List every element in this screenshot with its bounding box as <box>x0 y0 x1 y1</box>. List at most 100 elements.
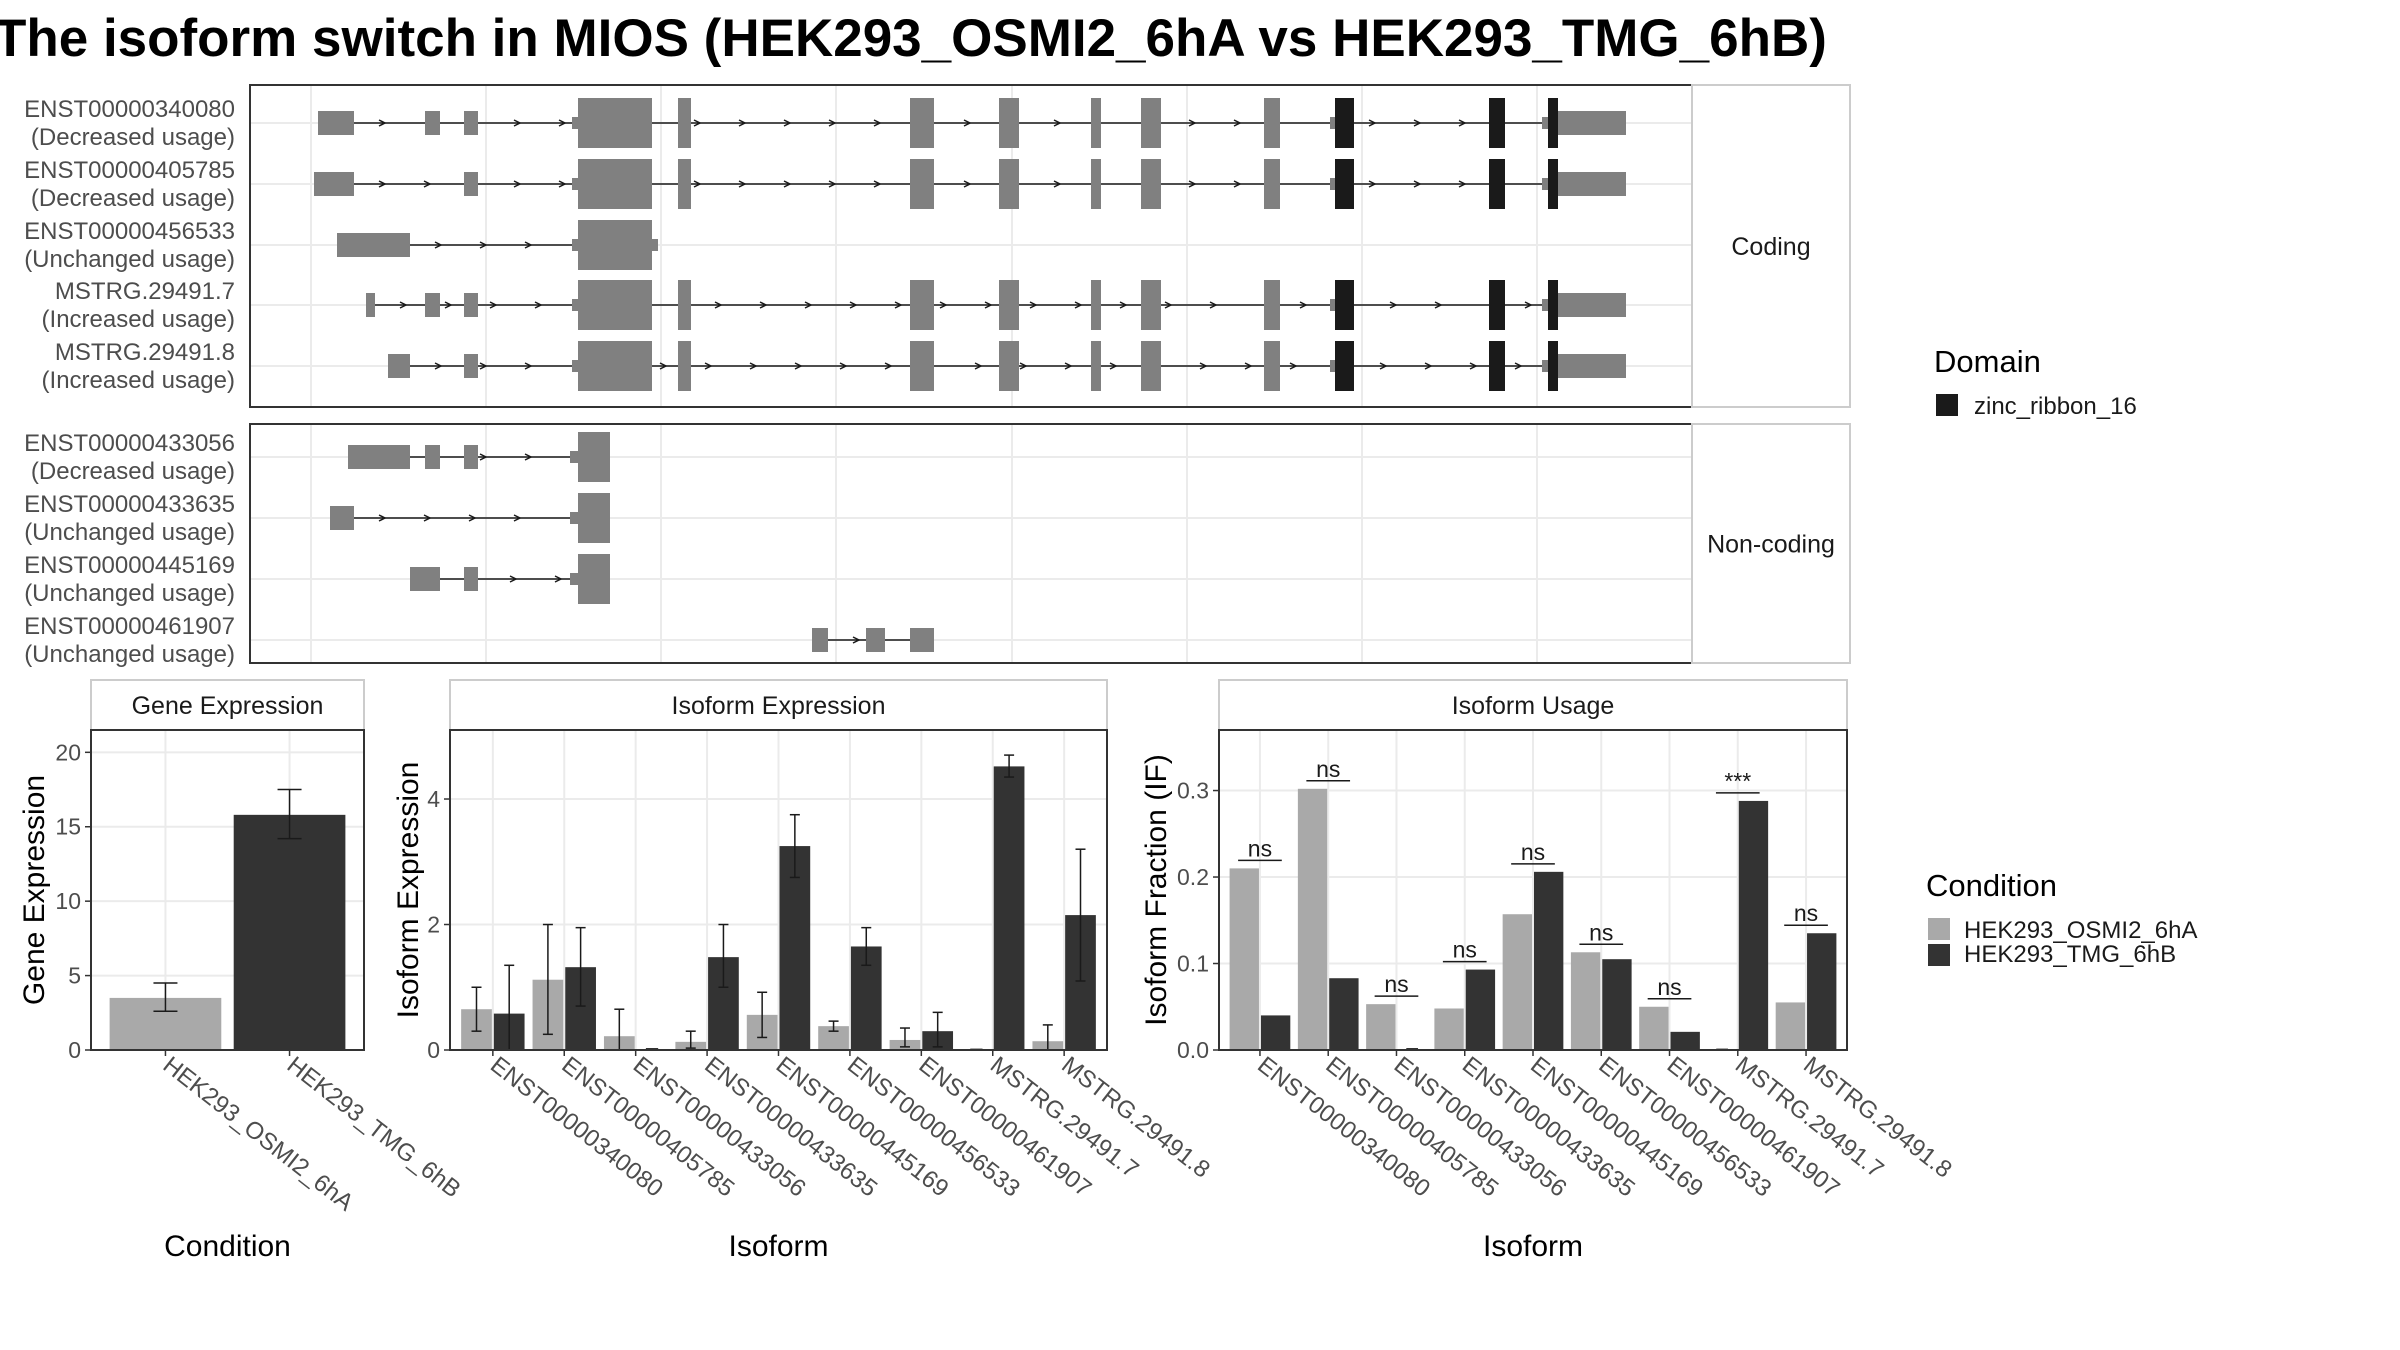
domain-exon <box>1489 341 1505 391</box>
exon-block <box>425 111 440 135</box>
strand-arrow <box>963 119 972 127</box>
domain-exon <box>1335 159 1354 209</box>
significance-label: ns <box>1316 756 1340 782</box>
y-axis-title: Isoform Fraction (IF) <box>1140 754 1173 1026</box>
exon-block <box>1542 299 1548 311</box>
bar <box>1465 969 1496 1050</box>
transcript-usage-label: (Decreased usage) <box>31 185 235 212</box>
exon-block <box>578 493 610 543</box>
transcript-panel-non-coding: Non-coding ENST00000433056(Decreased usag… <box>24 423 1851 668</box>
exon-block <box>1330 299 1335 311</box>
exon-block <box>388 354 410 378</box>
strand-arrow <box>794 362 803 370</box>
y-tick-label: 4 <box>427 786 440 812</box>
strand-arrow <box>558 180 567 188</box>
exon-block <box>464 567 478 591</box>
transcript-id-label: ENST00000456533 <box>24 218 235 245</box>
bar <box>1260 1015 1291 1050</box>
exon-block <box>464 111 478 135</box>
exon-block <box>318 111 354 135</box>
strand-arrow <box>1233 119 1242 127</box>
strand-arrow <box>423 180 432 188</box>
strand-arrow <box>783 119 792 127</box>
exon-block <box>910 98 934 148</box>
condition-legend-key-b <box>1928 944 1950 966</box>
strand-arrow <box>873 119 882 127</box>
strand-arrow <box>704 362 713 370</box>
strand-arrow <box>884 362 893 370</box>
exon-block <box>678 341 691 391</box>
strand-arrow <box>939 301 948 309</box>
y-tick-label: 2 <box>427 912 440 938</box>
strand-arrow <box>1524 301 1533 309</box>
strand-arrow <box>1424 362 1433 370</box>
exon-block <box>1264 280 1280 330</box>
exon-block <box>578 159 652 209</box>
strand-arrow <box>1368 119 1377 127</box>
significance-label: ns <box>1453 937 1477 963</box>
chart-border <box>90 729 365 1051</box>
exon-block <box>572 117 578 129</box>
y-tick-label: 0.0 <box>1177 1037 1209 1063</box>
exon-block <box>910 159 934 209</box>
exon-block <box>1558 172 1626 196</box>
bar <box>1738 800 1769 1050</box>
exon-block <box>999 159 1019 209</box>
transcript-id-label: MSTRG.29491.7 <box>55 278 235 305</box>
bar <box>1229 868 1259 1050</box>
panel-strip-label: Coding <box>1731 233 1810 261</box>
condition-legend: Condition HEK293_OSMI2_6hA HEK293_TMG_6h… <box>1926 868 2197 968</box>
y-tick-label: 5 <box>68 963 81 989</box>
transcript-usage-label: (Decreased usage) <box>31 124 235 151</box>
exon-block <box>348 445 410 469</box>
y-tick-label: 0.3 <box>1177 778 1209 804</box>
strand-arrow <box>1413 180 1422 188</box>
exon-block <box>464 445 478 469</box>
exon-block <box>572 239 578 251</box>
strand-arrow <box>479 453 488 461</box>
domain-exon <box>1489 280 1505 330</box>
transcript-usage-label: (Unchanged usage) <box>24 641 235 668</box>
transcript-id-label: ENST00000445169 <box>24 552 235 579</box>
exon-block <box>652 239 658 251</box>
bar <box>779 846 811 1050</box>
exon-block <box>678 280 691 330</box>
strand-arrow <box>1434 301 1443 309</box>
exon-block <box>570 512 578 524</box>
exon-block <box>910 280 934 330</box>
strand-arrow <box>804 301 813 309</box>
strand-arrow <box>489 301 498 309</box>
strand-arrow <box>1074 301 1083 309</box>
exon-block <box>578 280 652 330</box>
strand-arrow <box>714 301 723 309</box>
exon-block <box>578 554 610 604</box>
chart-title: Gene Expression <box>132 692 324 720</box>
condition-legend-label-b: HEK293_TMG_6hB <box>1964 941 2176 968</box>
exon-block <box>1558 354 1626 378</box>
strand-arrow <box>423 514 432 522</box>
bar <box>1297 788 1328 1050</box>
exon-block <box>1264 159 1280 209</box>
strand-arrow <box>524 241 533 249</box>
strand-arrow <box>554 575 563 583</box>
panel-strip <box>1691 84 1851 408</box>
strand-arrow <box>524 362 533 370</box>
exon-block <box>1264 98 1280 148</box>
exon-block <box>578 341 652 391</box>
exon-block <box>1141 159 1161 209</box>
exon-block <box>464 293 478 317</box>
strand-arrow <box>1119 301 1128 309</box>
bar <box>1534 871 1564 1050</box>
exon-block <box>1558 293 1626 317</box>
exon-block <box>570 573 578 585</box>
significance-label: ns <box>1794 900 1818 926</box>
strand-arrow <box>1379 362 1388 370</box>
domain-exon <box>1335 341 1354 391</box>
strand-arrow <box>1289 362 1298 370</box>
exon-block <box>1542 117 1548 129</box>
exon-block <box>410 567 440 591</box>
bar <box>1434 1008 1464 1050</box>
transcript-usage-label: (Unchanged usage) <box>24 580 235 607</box>
